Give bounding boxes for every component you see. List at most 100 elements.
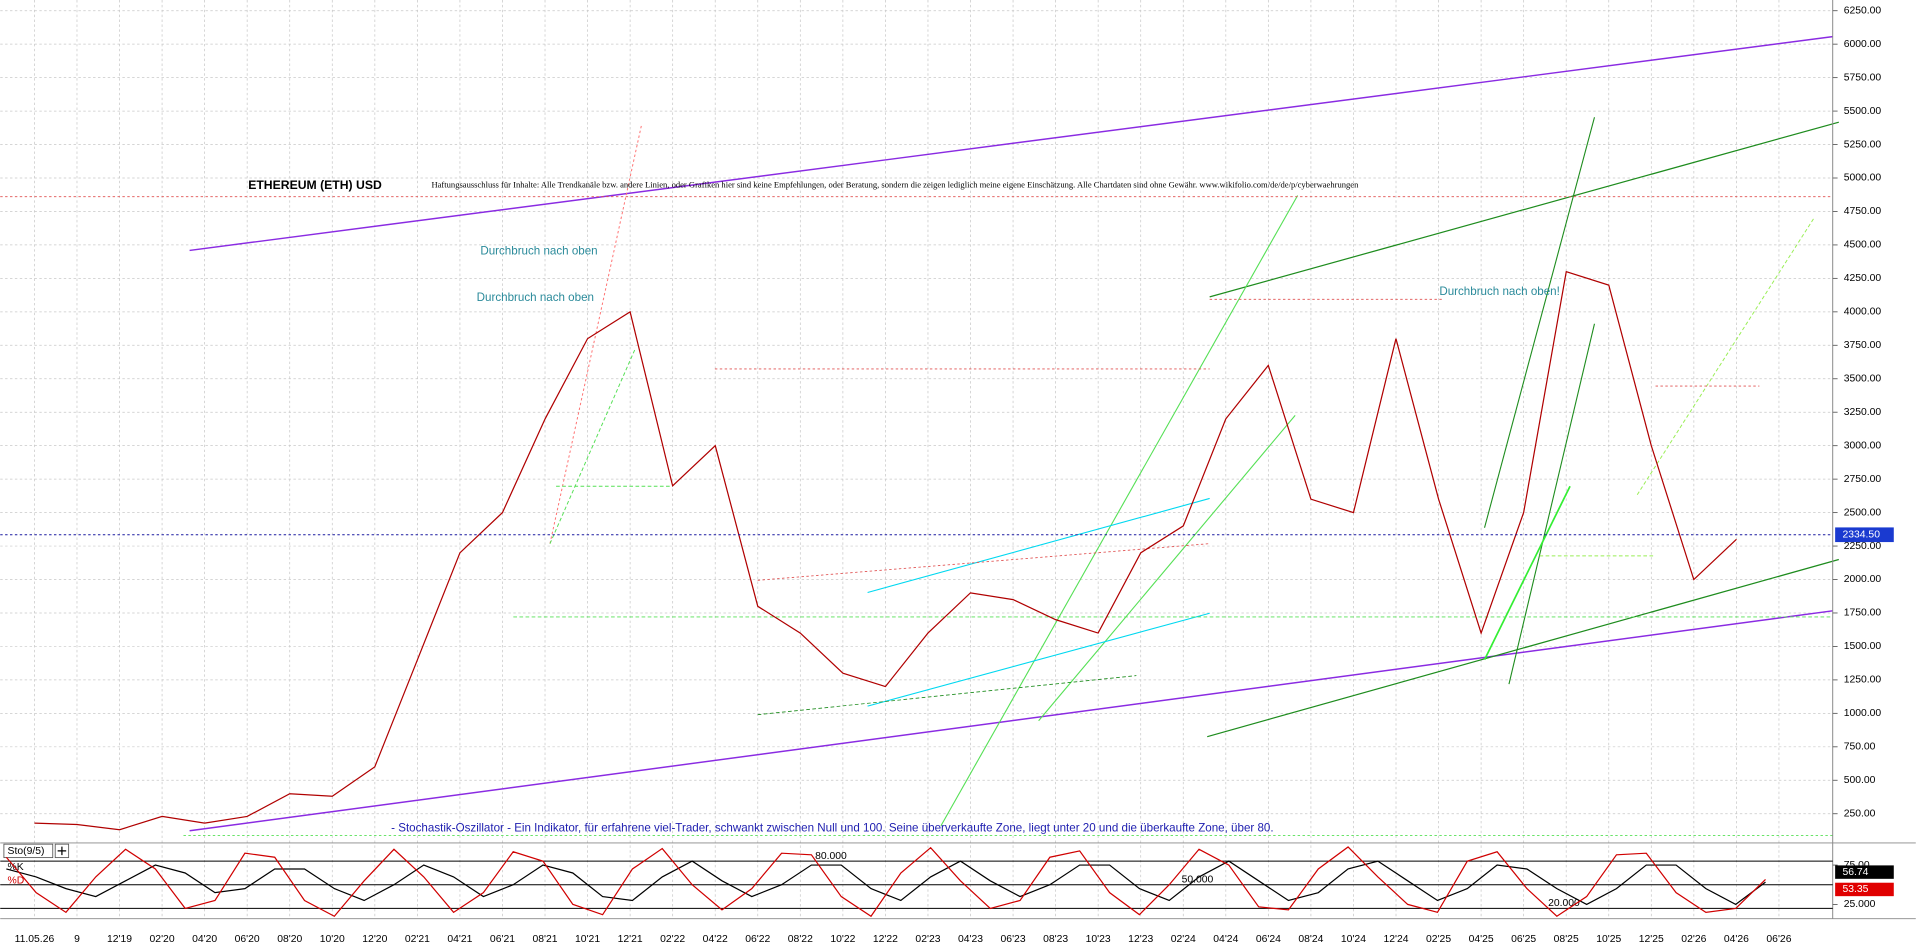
level-line [757,675,1137,716]
value-tag [1835,882,1894,897]
y-tick-label: 5000.00 [1844,173,1882,184]
level-label: 50.000 [1182,875,1214,886]
x-tick-label: 08'21 [532,934,557,945]
y-tick-label: 3000.00 [1844,440,1882,451]
x-tick-label: 12'25 [1639,934,1664,945]
x-tick-label: 04'26 [1724,934,1749,945]
chart-title: ETHEREUM (ETH) USD [248,178,382,192]
level-label: 80.000 [815,851,847,862]
x-tick-label: 02'21 [405,934,430,945]
trendline [1483,485,1571,661]
x-tick-label: 10'24 [1341,934,1366,945]
y-tick-label: 2250.00 [1844,541,1882,552]
y-tick-label: 2500.00 [1844,507,1882,518]
x-tick-label: 02'24 [1171,934,1196,945]
x-tick-label: 9 [74,934,80,945]
x-tick-label: 12'23 [1128,934,1153,945]
y-tick-label: 3250.00 [1844,407,1882,418]
x-tick-label: 04'22 [703,934,728,945]
y-tick-label: 5750.00 [1844,72,1882,83]
x-tick-label: 04'21 [447,934,472,945]
x-tick-label: 10'23 [1086,934,1111,945]
last-price-label: 2334.50 [1842,529,1880,540]
x-tick-label: 02'23 [915,934,940,945]
y-tick-label: 1250.00 [1844,675,1882,686]
x-tick-label: 10'21 [575,934,600,945]
level-label: 20.000 [1548,898,1580,909]
x-tick-label: 08'22 [788,934,813,945]
x-tick-label: 12'20 [362,934,387,945]
y-tick-label: 3500.00 [1844,373,1882,384]
x-tick-label: 06'26 [1766,934,1791,945]
annotation: Durchbruch nach oben [477,291,594,304]
x-tick-label: 10'20 [320,934,345,945]
trendline [549,124,643,544]
trendlines [0,35,1839,837]
trendline [189,610,1833,832]
x-tick-label: 02'22 [660,934,685,945]
x-tick-label: 12'24 [1383,934,1408,945]
x-tick-label: 08'24 [1298,934,1323,945]
x-tick-label: 02'20 [150,934,175,945]
y-tick-label: 500.00 [1844,775,1876,786]
trendline [1038,415,1296,722]
indicator-name: Sto(9/5) [8,846,45,857]
x-tick-label: 06'24 [1256,934,1281,945]
trendline [189,35,1833,252]
x-tick-label: 08'23 [1043,934,1068,945]
add-icon [57,846,67,856]
trendline [1207,558,1839,738]
y-tick-label: 3750.00 [1844,340,1882,351]
x-tick-label: 04'25 [1469,934,1494,945]
x-tick-label: 02'25 [1426,934,1451,945]
trendline [1508,323,1596,685]
y-tick-label: 4000.00 [1844,307,1882,318]
price-line [5,846,1766,918]
y-tick-label: 4500.00 [1844,240,1882,251]
x-tick-label: 06'25 [1511,934,1536,945]
x-tick-label: 06'20 [235,934,260,945]
y-tick-label: 1750.00 [1844,608,1882,619]
x-tick-label: 04'20 [192,934,217,945]
annotation: - Stochastik-Oszillator - Ein Indikator,… [391,821,1273,834]
trendline [940,195,1299,827]
trendline [1483,117,1596,528]
annotation: Durchbruch nach oben! [1439,285,1560,298]
x-tick-label: 10'25 [1596,934,1621,945]
x-tick-label: 10'22 [830,934,855,945]
y-tick-label: 6250.00 [1844,5,1882,16]
trendline [549,347,636,544]
x-tick-label: 02'26 [1681,934,1706,945]
x-tick-label: 12'21 [618,934,643,945]
y-tick-label: 750.00 [1844,742,1876,753]
indicator-box [3,843,54,859]
trendline [867,612,1210,707]
legend-label: %D [8,876,25,887]
last-price-tag [1835,527,1894,543]
x-tick-label: 08'20 [277,934,302,945]
y-tick-label: 2750.00 [1844,474,1882,485]
x-tick-label: 06'22 [745,934,770,945]
x-tick-label: 06'21 [490,934,515,945]
y-tick-label: 25.000 [1844,899,1876,910]
value-label: 56.74 [1842,867,1868,878]
y-tick-label: 1000.00 [1844,708,1882,719]
trendline [1209,121,1839,298]
y-tick-label: 2000.00 [1844,574,1882,585]
value-tag [1835,865,1894,879]
y-tick-label: 4250.00 [1844,273,1882,284]
y-tick-label: 5250.00 [1844,139,1882,150]
price-line [34,270,1737,831]
x-tick-label: 08'25 [1554,934,1579,945]
y-tick-label: 1500.00 [1844,641,1882,652]
level-line [757,543,1210,581]
y-tick-label: 5500.00 [1844,106,1882,117]
x-tick-label: 11.05.26 [15,934,55,945]
y-tick-label: 6000.00 [1844,39,1882,50]
x-tick-label: 12'19 [107,934,132,945]
y-tick-label: 75.00 [1844,860,1870,871]
x-tick-label: 12'22 [873,934,898,945]
y-tick-label: 250.00 [1844,808,1876,819]
